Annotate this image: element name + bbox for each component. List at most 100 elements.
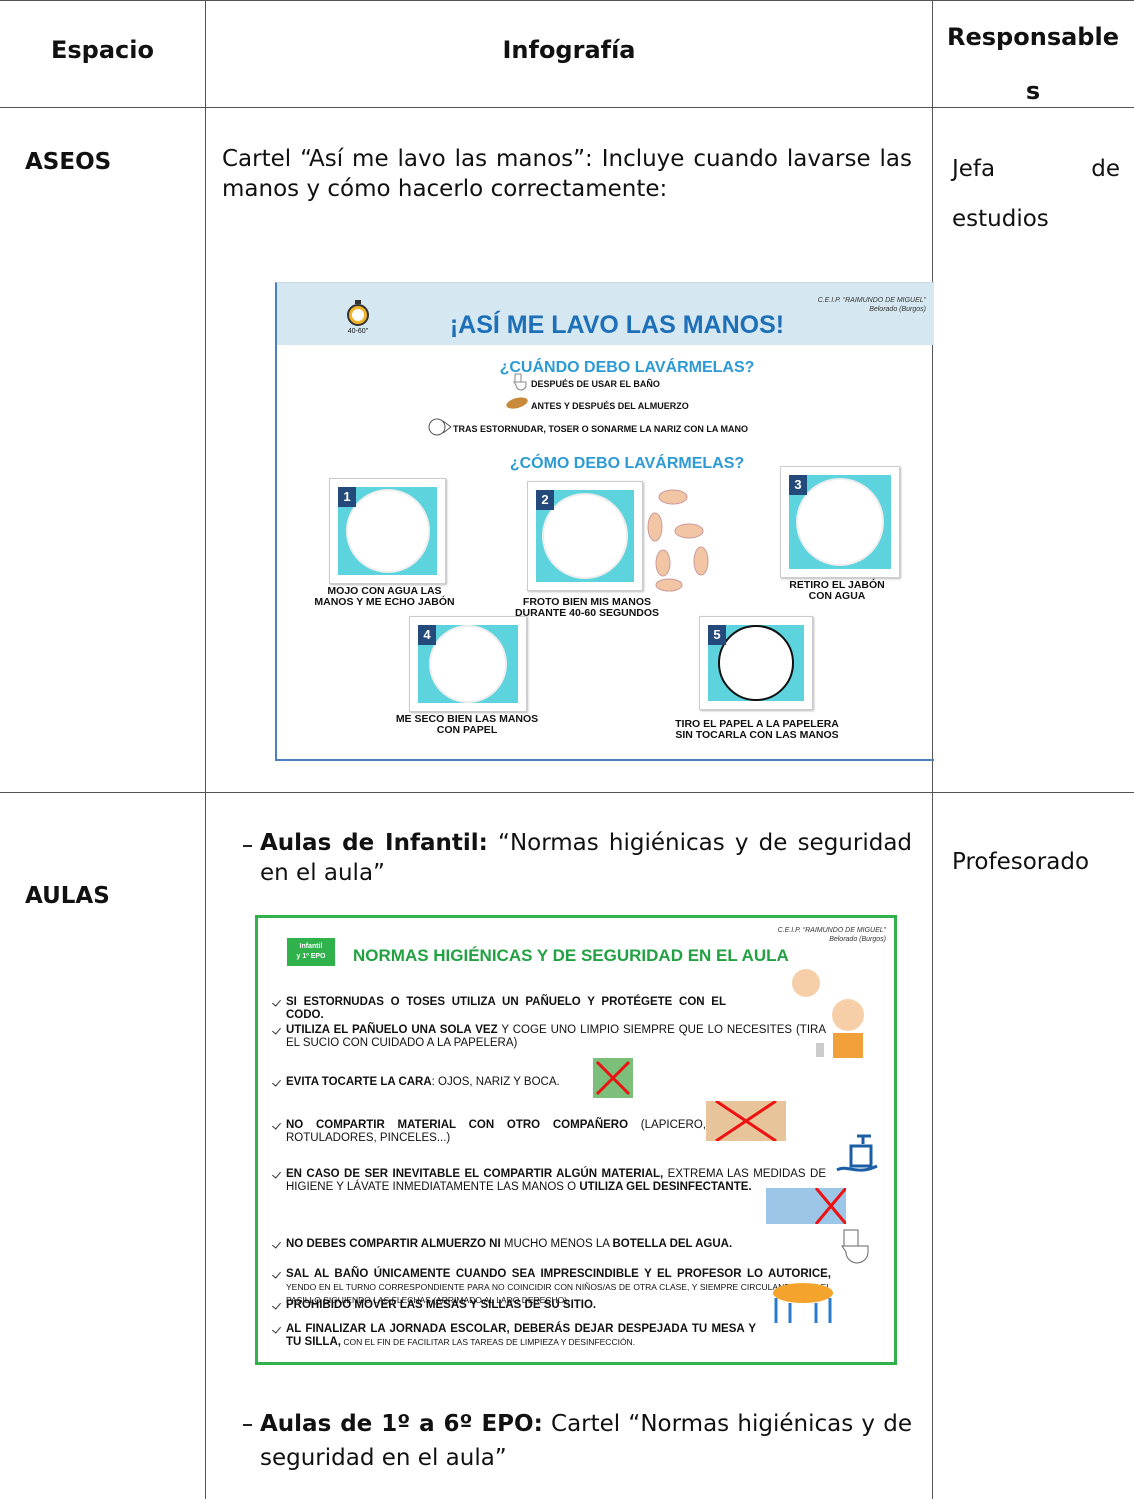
responsible-cell: Jefa de estudios — [952, 156, 1120, 232]
badge: Infantil y 1º EPO — [287, 938, 335, 966]
rule-text: MUCHO MENOS LA — [500, 1238, 613, 1250]
rule: AL FINALIZAR LA JORNADA ESCOLAR, DEBERÁS… — [272, 1323, 756, 1349]
check-mark — [272, 1300, 281, 1310]
rule-text: EVITA TOCARTE LA CARA — [286, 1076, 432, 1088]
rule-text: AL FINALIZAR LA JORNADA ESCOLAR, DEBERÁS… — [286, 1323, 756, 1348]
rule-text: SI ESTORNUDAS O TOSES UTILIZA UN PAÑUELO… — [286, 996, 726, 1021]
step-number: 3 — [789, 475, 807, 495]
rule-text: NO COMPARTIR MATERIAL CON OTRO COMPAÑERO — [286, 1119, 629, 1131]
table-illustration — [773, 1283, 833, 1323]
step-label: TIRO EL PAPEL A LA PAPELERA SIN TOCARLA … — [675, 718, 839, 741]
header-cell: Infografía — [502, 36, 636, 64]
step-card: 4 — [409, 616, 527, 712]
toilet-icon — [513, 373, 527, 391]
rule: SAL AL BAÑO ÚNICAMENTE CUANDO SEA IMPRES… — [272, 1268, 831, 1307]
rule: NO DEBES COMPARTIR ALMUERZO NI MUCHO MEN… — [272, 1238, 736, 1251]
rule-text: SAL AL BAÑO ÚNICAMENTE CUANDO SEA IMPRES… — [286, 1268, 831, 1280]
gel-icon — [836, 1134, 878, 1172]
check-mark — [272, 1239, 281, 1249]
step-number: 1 — [338, 487, 356, 507]
header-cell: Responsables — [947, 23, 1119, 105]
rule: NO COMPARTIR MATERIAL CON OTRO COMPAÑERO… — [272, 1119, 706, 1145]
step-card: 1 — [329, 478, 446, 584]
space-cell: ASEOS — [25, 149, 112, 175]
school-name: C.E.I.P. “RAIMUNDO DE MIGUEL” — [817, 297, 926, 304]
step-label: FROTO BIEN MIS MANOS DURANTE 40-60 SEGUN… — [514, 596, 660, 619]
poster-title: NORMAS HIGIÉNICAS Y DE SEGURIDAD EN EL A… — [353, 946, 789, 965]
header-cell: Espacio — [51, 36, 154, 64]
bottle-illustration — [766, 1188, 846, 1224]
bullet — [243, 1424, 252, 1426]
check-mark — [272, 1025, 281, 1035]
step-card: 5 — [699, 616, 813, 710]
rule-line — [0, 0, 1134, 1]
rule-text: Y COGE UNO LIMPIO SIEMPRE QUE LO NECESIT… — [286, 1024, 826, 1049]
rule-text: YENDO EN EL TURNO CORRESPONDIENTE PARA N… — [286, 1282, 831, 1305]
rule: EVITA TOCARTE LA CARA: OJOS, NARIZ Y BOC… — [272, 1076, 586, 1089]
rule-text: EXTREMA LAS MEDIDAS DE HIGIENE Y LÁVATE … — [286, 1168, 826, 1193]
school-town: Belorado (Burgos) — [869, 306, 926, 313]
poster-hygiene-rules: Infantil y 1º EPO NORMAS HIGIÉNICAS Y DE… — [255, 915, 897, 1365]
step-card: 3 — [780, 466, 900, 578]
rule-text: CON EL FIN DE FACILITAR LAS TAREAS DE LI… — [340, 1337, 636, 1347]
step-card: 2 — [527, 481, 643, 591]
rule-line — [0, 107, 1134, 108]
item-label: Aulas de Infantil: — [260, 830, 488, 856]
when-item: DESPUÉS DE USAR EL BAÑO — [531, 379, 660, 389]
responsible-cell: Profesorado — [952, 849, 1090, 875]
hands-illustration — [647, 489, 709, 592]
sharing-illustration — [706, 1101, 786, 1141]
rule: SI ESTORNUDAS O TOSES UTILIZA UN PAÑUELO… — [272, 996, 726, 1022]
step-label: MOJO CON AGUA LAS MANOS Y ME ECHO JABÓN — [314, 585, 455, 608]
school-name: C.E.I.P. “RAIMUNDO DE MIGUEL” — [777, 927, 886, 934]
poster-band — [277, 283, 934, 345]
rule-text: EN CASO DE SER INEVITABLE EL COMPARTIR A… — [286, 1168, 664, 1180]
when-heading: ¿CUÁNDO DEBO LAVÁRMELAS? — [499, 359, 755, 376]
step-number: 5 — [708, 625, 726, 645]
rule-line — [932, 0, 933, 1499]
item-text: “Normas higiénicas y de seguridad en el … — [260, 830, 913, 886]
rule-text: (LAPICERO, ROTULADORES, PINCELES...) — [286, 1119, 706, 1144]
check-mark — [272, 1169, 281, 1179]
step-number: 4 — [418, 625, 436, 645]
list-item: Aulas de Infantil: “Normas higiénicas y … — [260, 828, 912, 888]
description: Cartel “Así me lavo las manos”: Incluye … — [222, 146, 912, 202]
rule-text: NO DEBES COMPARTIR ALMUERZO NI — [286, 1238, 501, 1250]
when-item: ANTES Y DESPUÉS DEL ALMUERZO — [531, 401, 689, 411]
step-number: 2 — [536, 490, 554, 510]
check-mark — [272, 1324, 281, 1334]
space-cell: AULAS — [25, 883, 110, 909]
bread-icon — [506, 397, 528, 409]
rule: UTILIZA EL PAÑUELO UNA SOLA VEZ Y COGE U… — [272, 1024, 826, 1050]
toilet-icon — [841, 1229, 869, 1264]
timer-label: 40-60'' — [347, 328, 369, 335]
sneeze-icon — [428, 418, 452, 436]
poster-handwashing: 40-60'' ¡ASÍ ME LAVO LAS MANOS! C.E.I.P.… — [275, 282, 934, 761]
step-label: RETIRO EL JABÓN CON AGUA — [789, 579, 885, 602]
list-item: Aulas de 1º a 6º EPO: Cartel “Normas hig… — [260, 1407, 912, 1475]
bullet — [243, 845, 252, 847]
school-town: Belorado (Burgos) — [829, 936, 886, 943]
rule-text: PROHIBIDO MOVER LAS MESAS Y SILLAS DE SU… — [286, 1299, 597, 1311]
sneeze-illustration — [792, 969, 864, 1058]
item-label: Aulas de 1º a 6º EPO: — [260, 1411, 543, 1437]
rule-line — [0, 792, 1134, 793]
how-heading: ¿CÓMO DEBO LAVÁRMELAS? — [509, 455, 745, 472]
rule-text: BOTELLA DEL AGUA. — [612, 1238, 733, 1250]
step-label: ME SECO BIEN LAS MANOS CON PAPEL — [395, 713, 539, 736]
check-mark — [272, 997, 281, 1007]
rule-text: UTILIZA GEL DESINFECTANTE. — [579, 1181, 752, 1193]
when-item: TRAS ESTORNUDAR, TOSER O SONARME LA NARI… — [453, 424, 749, 434]
poster-title: ¡ASÍ ME LAVO LAS MANOS! — [449, 311, 785, 339]
rule: PROHIBIDO MOVER LAS MESAS Y SILLAS DE SU… — [272, 1299, 826, 1312]
rule: EN CASO DE SER INEVITABLE EL COMPARTIR A… — [272, 1168, 826, 1194]
rule-text: UTILIZA EL PAÑUELO UNA SOLA VEZ — [286, 1024, 498, 1036]
check-mark — [272, 1077, 281, 1087]
item-text: Cartel “Normas higiénicas y de seguridad… — [260, 1411, 913, 1471]
rule-text: : OJOS, NARIZ Y BOCA. — [431, 1076, 560, 1088]
check-mark — [272, 1269, 281, 1279]
check-mark — [272, 1120, 281, 1130]
face-illustration — [593, 1058, 633, 1098]
timer-icon — [347, 300, 369, 326]
